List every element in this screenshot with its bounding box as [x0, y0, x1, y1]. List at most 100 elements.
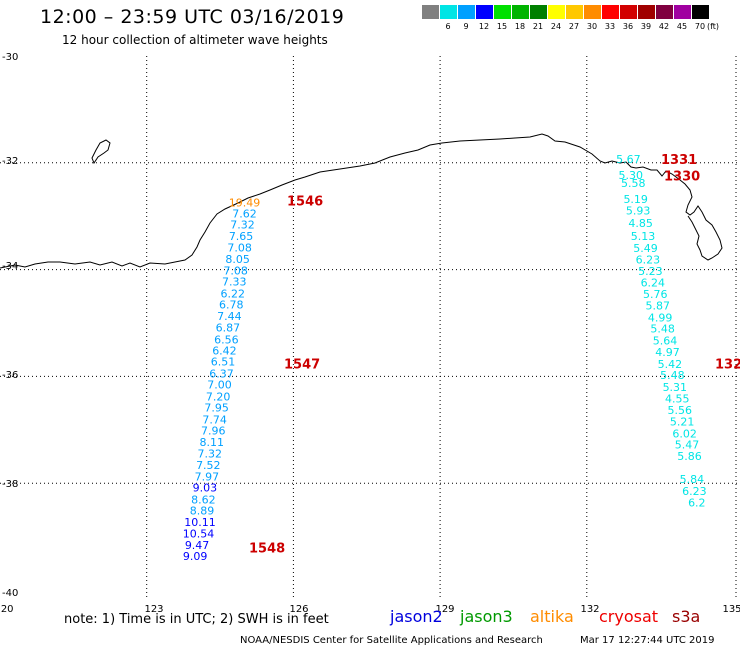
pass-time-label: 1546 [287, 195, 323, 210]
latitude-label: -40 [2, 588, 18, 599]
wave-height-value: 5.56 [667, 404, 692, 417]
legend-swatch [494, 5, 511, 19]
wave-height-value: 6.51 [211, 356, 236, 369]
wave-height-value: 5.93 [626, 205, 651, 218]
generated-timestamp: Mar 17 12:27:44 UTC 2019 [580, 635, 715, 646]
latitude-label: -38 [2, 479, 18, 490]
altimeter-track-east: 5.675.305.585.195.934.855.135.496.235.23… [616, 153, 740, 510]
wave-height-value: 5.87 [645, 300, 670, 313]
wave-height-value: 10.11 [184, 516, 216, 529]
wave-height-value: 4.97 [655, 346, 680, 359]
wave-height-value: 5.76 [643, 288, 668, 301]
wave-height-value: 5.47 [675, 438, 700, 451]
wave-height-value: 7.96 [201, 425, 226, 438]
legend-label: 27 [568, 22, 580, 31]
legend-label: 42 [658, 22, 670, 31]
latitude-label: -34 [2, 261, 18, 272]
wave-height-value: 8.62 [191, 493, 216, 506]
wave-height-value: 5.67 [616, 153, 641, 166]
altimeter-track-west: 19.497.627.327.657.088.057.087.336.226.7… [183, 195, 323, 564]
legend-swatch [530, 5, 547, 19]
wave-height-value: 8.89 [190, 505, 215, 518]
pass-time-label: 1330 [664, 169, 700, 184]
wave-height-value: 9.47 [185, 539, 210, 552]
wave-height-value: 7.08 [227, 241, 252, 254]
wave-height-value: 5.49 [633, 242, 658, 255]
island-outline [91, 139, 111, 165]
legend-label: 39 [640, 22, 652, 31]
wave-height-value: 5.48 [650, 323, 675, 336]
satellite-name: jason2 [390, 607, 443, 626]
legend-label: 33 [604, 22, 616, 31]
legend-swatch [476, 5, 493, 19]
legend-swatch [656, 5, 673, 19]
longitude-label: 126 [289, 604, 308, 615]
legend-swatch [422, 5, 439, 19]
wave-height-value: 7.62 [232, 207, 257, 220]
wave-height-value: 5.30 [619, 169, 644, 182]
latitude-label: -32 [2, 156, 18, 167]
latitude-label: -36 [2, 370, 18, 381]
legend-swatch [638, 5, 655, 19]
longitude-label: 132 [580, 604, 599, 615]
legend-swatch [620, 5, 637, 19]
legend-label: 45 [676, 22, 688, 31]
wave-height-value: 7.32 [198, 448, 223, 461]
wave-height-value: 7.44 [217, 310, 242, 323]
wave-height-value: 6.56 [214, 333, 239, 346]
legend-label: 30 [586, 22, 598, 31]
wave-height-value: 6.37 [209, 367, 234, 380]
wave-height-value: 5.21 [670, 416, 695, 429]
legend-label: 9 [463, 22, 469, 31]
legend-label: 15 [496, 22, 508, 31]
wave-height-value: 5.84 [680, 473, 705, 486]
wave-height-value: 6.2 [688, 497, 706, 510]
map-title: 12:00 – 23:59 UTC 03/16/2019 [40, 6, 345, 28]
satellite-name: altika [530, 607, 574, 626]
legend-label: 70 [694, 22, 706, 31]
wave-height-value: 6.23 [682, 485, 707, 498]
wave-height-value: 7.00 [207, 379, 232, 392]
legend-label: 12 [478, 22, 490, 31]
wave-height-value: 4.55 [665, 393, 690, 406]
legend-swatch [548, 5, 565, 19]
wave-height-value: 7.52 [196, 459, 221, 472]
wave-height-value: 6.02 [672, 427, 697, 440]
wave-height-value: 7.95 [204, 402, 229, 415]
legend-swatch [566, 5, 583, 19]
satellite-name: jason3 [460, 607, 513, 626]
wave-height-value: 9.09 [183, 550, 208, 563]
wave-height-value: 5.64 [653, 334, 678, 347]
legend-swatch [458, 5, 475, 19]
wave-height-value: 4.85 [628, 217, 653, 230]
pass-time-label: 132 [715, 357, 740, 372]
wave-height-value: 6.23 [636, 254, 661, 267]
wave-height-value: 10.54 [183, 528, 215, 541]
legend-label: 21 [532, 22, 544, 31]
footnote: note: 1) Time is in UTC; 2) SWH is in fe… [64, 612, 329, 627]
wave-height-value: 5.58 [621, 177, 646, 190]
wave-height-value: 6.87 [216, 322, 241, 335]
longitude-label: 129 [435, 604, 454, 615]
wave-height-value: 6.42 [212, 345, 237, 358]
pass-time-label: 1548 [249, 542, 285, 557]
wave-height-value: 6.22 [221, 287, 246, 300]
longitude-label: 123 [144, 604, 163, 615]
pass-time-label: 1547 [284, 357, 320, 372]
australia-southern-coastline [0, 133, 723, 269]
legend-swatch [440, 5, 457, 19]
wave-height-value: 4.99 [648, 311, 673, 324]
legend-label: 36 [622, 22, 634, 31]
wave-height-value: 5.86 [677, 450, 702, 463]
legend-label: 24 [550, 22, 562, 31]
wave-height-value: 7.32 [230, 218, 255, 231]
wave-height-value: 8.11 [199, 436, 224, 449]
wave-height-value: 5.19 [623, 193, 648, 206]
wave-height-value: 7.65 [229, 230, 254, 243]
wave-height-value: 19.49 [229, 197, 261, 210]
wave-height-value: 6.24 [641, 277, 666, 290]
legend-label: 6 [445, 22, 451, 31]
graticule [0, 56, 740, 600]
wave-height-value: 5.13 [631, 230, 656, 243]
